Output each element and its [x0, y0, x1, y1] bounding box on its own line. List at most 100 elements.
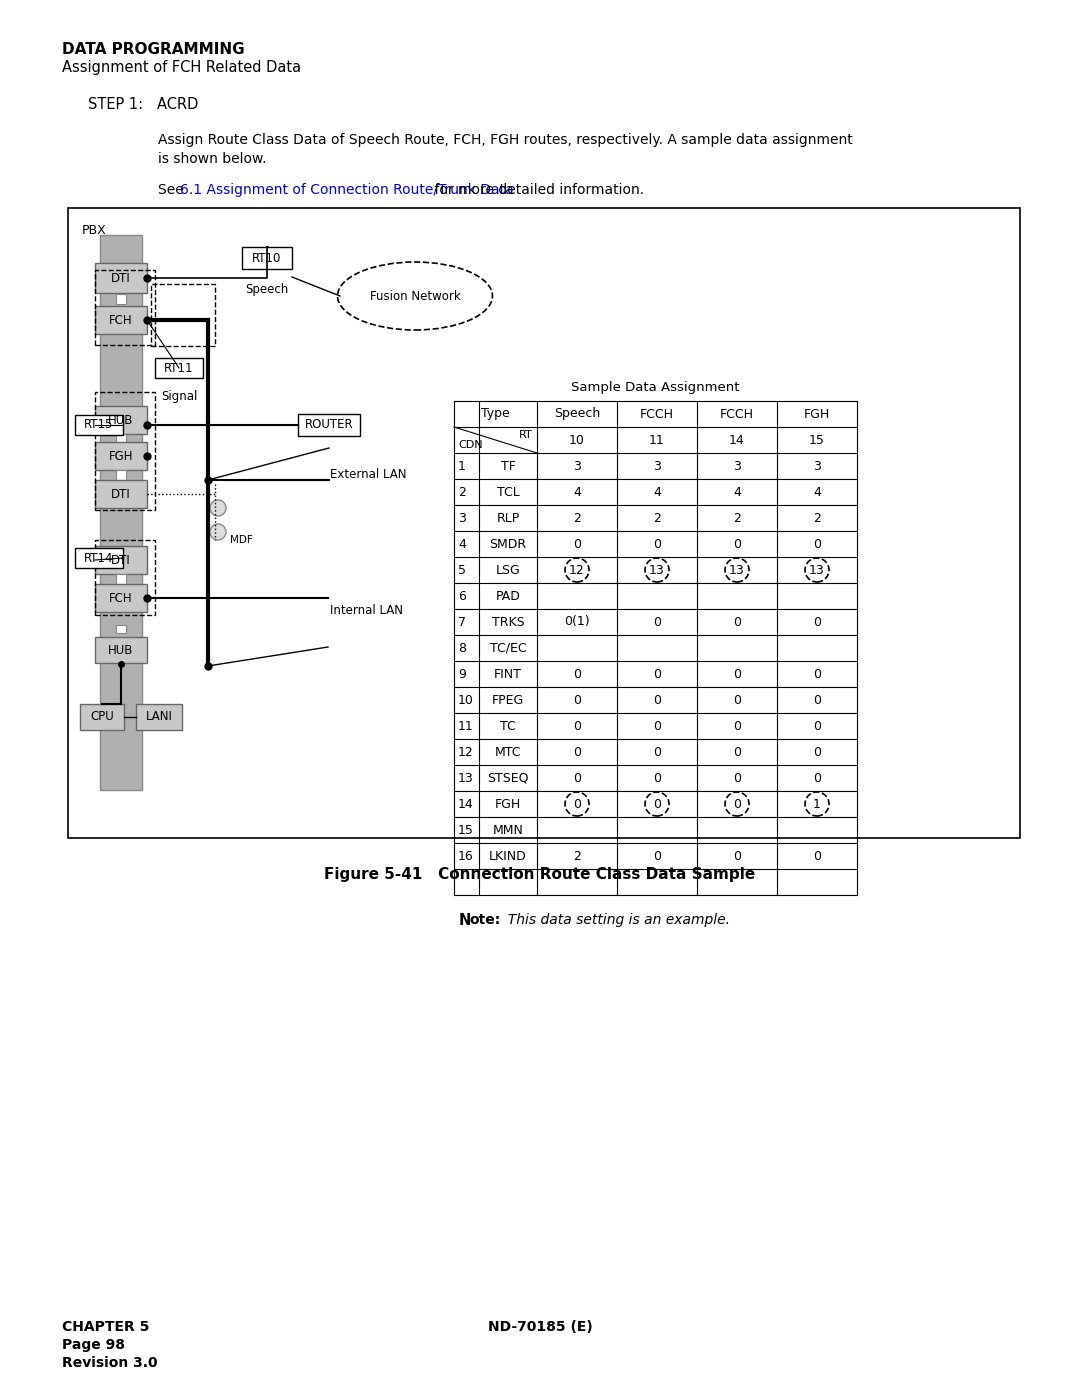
Text: 9: 9 — [458, 668, 465, 680]
Bar — [75, 415, 123, 434]
Text: 0: 0 — [653, 668, 661, 680]
Text: 4: 4 — [458, 538, 465, 550]
Circle shape — [210, 524, 226, 541]
Text: Revision 3.0: Revision 3.0 — [62, 1356, 158, 1370]
Circle shape — [210, 500, 226, 515]
Text: TRKS: TRKS — [491, 616, 524, 629]
Text: 3: 3 — [653, 460, 661, 472]
Bar — [136, 704, 183, 731]
Text: 4: 4 — [573, 486, 581, 499]
Text: 13: 13 — [809, 563, 825, 577]
Text: 0: 0 — [733, 668, 741, 680]
Text: for more detailed information.: for more detailed information. — [430, 183, 644, 197]
Text: 2: 2 — [573, 849, 581, 862]
Text: RT15: RT15 — [84, 419, 113, 432]
Text: 3: 3 — [733, 460, 741, 472]
Text: 0: 0 — [733, 719, 741, 732]
Bar — [116, 469, 126, 481]
Text: 0: 0 — [573, 771, 581, 785]
Text: DTI: DTI — [111, 271, 131, 285]
Text: 15: 15 — [458, 823, 474, 837]
Text: 5: 5 — [458, 563, 465, 577]
Text: LKIND: LKIND — [489, 849, 527, 862]
Text: 11: 11 — [458, 719, 474, 732]
Text: 6.1 Assignment of Connection Route/Trunk Data: 6.1 Assignment of Connection Route/Trunk… — [180, 183, 514, 197]
Text: FCCH: FCCH — [640, 408, 674, 420]
Text: 0: 0 — [813, 668, 821, 680]
Bar — [151, 284, 215, 346]
Bar — [116, 293, 126, 305]
Text: 0: 0 — [813, 771, 821, 785]
Text: This data setting is an example.: This data setting is an example. — [499, 914, 730, 928]
Text: 0: 0 — [653, 798, 661, 810]
Text: FPEG: FPEG — [491, 693, 524, 707]
Text: 0: 0 — [733, 693, 741, 707]
Text: FGH: FGH — [804, 408, 831, 420]
Bar — [116, 434, 126, 441]
Text: Internal LAN: Internal LAN — [330, 604, 403, 616]
Text: FCH: FCH — [109, 313, 133, 327]
Text: External LAN: External LAN — [330, 468, 406, 482]
Text: 3: 3 — [813, 460, 821, 472]
Text: Page 98: Page 98 — [62, 1338, 125, 1352]
Text: STSEQ: STSEQ — [487, 771, 529, 785]
Bar — [95, 546, 147, 574]
Bar — [75, 548, 123, 569]
Text: 0: 0 — [653, 616, 661, 629]
Text: FGH: FGH — [109, 450, 133, 462]
Text: DTI: DTI — [111, 488, 131, 500]
Text: Speech: Speech — [554, 408, 600, 420]
Bar — [100, 235, 141, 789]
Text: 0: 0 — [813, 746, 821, 759]
Text: RT14: RT14 — [84, 552, 113, 564]
Text: 2: 2 — [733, 511, 741, 524]
Text: 0: 0 — [813, 719, 821, 732]
Text: 10: 10 — [569, 433, 585, 447]
Text: 0: 0 — [733, 849, 741, 862]
Bar — [116, 574, 126, 584]
Text: 0: 0 — [653, 849, 661, 862]
Text: See: See — [158, 183, 188, 197]
Text: 7: 7 — [458, 616, 465, 629]
Bar — [95, 270, 156, 345]
Text: 14: 14 — [458, 798, 474, 810]
Text: RLP: RLP — [497, 511, 519, 524]
Text: 14: 14 — [729, 433, 745, 447]
Text: CHAPTER 5: CHAPTER 5 — [62, 1320, 149, 1334]
Text: 0: 0 — [733, 798, 741, 810]
Text: 0: 0 — [653, 719, 661, 732]
Text: 4: 4 — [733, 486, 741, 499]
Bar — [95, 637, 147, 664]
Text: Assign Route Class Data of Speech Route, FCH, FGH routes, respectively. A sample: Assign Route Class Data of Speech Route,… — [158, 133, 853, 147]
Bar — [156, 358, 203, 379]
Text: 1: 1 — [813, 798, 821, 810]
Bar — [298, 414, 360, 436]
Bar — [116, 624, 126, 633]
Bar — [95, 393, 156, 510]
Text: 0: 0 — [653, 746, 661, 759]
Text: DTI: DTI — [111, 553, 131, 567]
Text: FCCH: FCCH — [720, 408, 754, 420]
Text: 0: 0 — [733, 616, 741, 629]
Text: FGH: FGH — [495, 798, 522, 810]
Text: 0: 0 — [813, 693, 821, 707]
Text: TF: TF — [500, 460, 515, 472]
Text: 0: 0 — [813, 538, 821, 550]
Text: 0: 0 — [573, 668, 581, 680]
Text: 4: 4 — [813, 486, 821, 499]
Text: Signal: Signal — [161, 390, 198, 402]
Text: 0: 0 — [653, 693, 661, 707]
Bar — [242, 247, 292, 270]
Text: Sample Data Assignment: Sample Data Assignment — [571, 380, 740, 394]
Text: 2: 2 — [653, 511, 661, 524]
Text: Speech: Speech — [245, 284, 288, 296]
Text: 0: 0 — [733, 538, 741, 550]
Text: 15: 15 — [809, 433, 825, 447]
Text: 0: 0 — [653, 538, 661, 550]
Text: HUB: HUB — [108, 644, 134, 657]
Text: FCH: FCH — [109, 591, 133, 605]
Text: 2: 2 — [813, 511, 821, 524]
Bar — [95, 584, 147, 612]
Text: Type: Type — [481, 408, 510, 420]
Text: 0: 0 — [573, 538, 581, 550]
